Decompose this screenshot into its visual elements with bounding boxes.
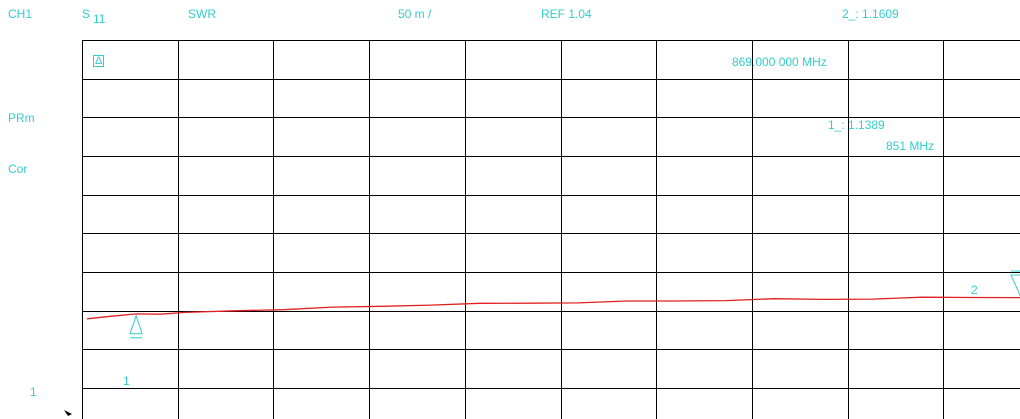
marker-2-triangle	[1010, 274, 1020, 297]
channel-label: CH1	[8, 7, 33, 21]
prm-label: PRm	[8, 111, 35, 125]
marker-1-label: 1	[123, 374, 130, 388]
bottom-ref-label: 1	[30, 385, 37, 399]
trace-line	[86, 296, 1020, 320]
marker-1-frequency: 851 MHz	[886, 139, 935, 153]
active-marker-frequency: 869.000 000 MHz	[732, 55, 827, 69]
marker-readout: 2_: 1.1609	[842, 7, 899, 21]
s-parameter-subscript: 11	[93, 12, 106, 26]
s-parameter-label: S 11	[82, 7, 105, 26]
s-parameter-letter: S	[82, 7, 91, 21]
marker-1-triangle	[129, 314, 143, 335]
marker-2-label: 2	[971, 283, 978, 297]
format-label: SWR	[188, 7, 216, 21]
marker-delta-icon: Δ	[93, 55, 105, 67]
cursor-icon	[64, 410, 72, 416]
cor-label: Cor	[8, 162, 28, 176]
reference-label: REF 1.04	[541, 7, 592, 21]
scale-label: 50 m /	[398, 7, 432, 21]
marker-1-value: 1_: 1.1389	[828, 118, 885, 132]
